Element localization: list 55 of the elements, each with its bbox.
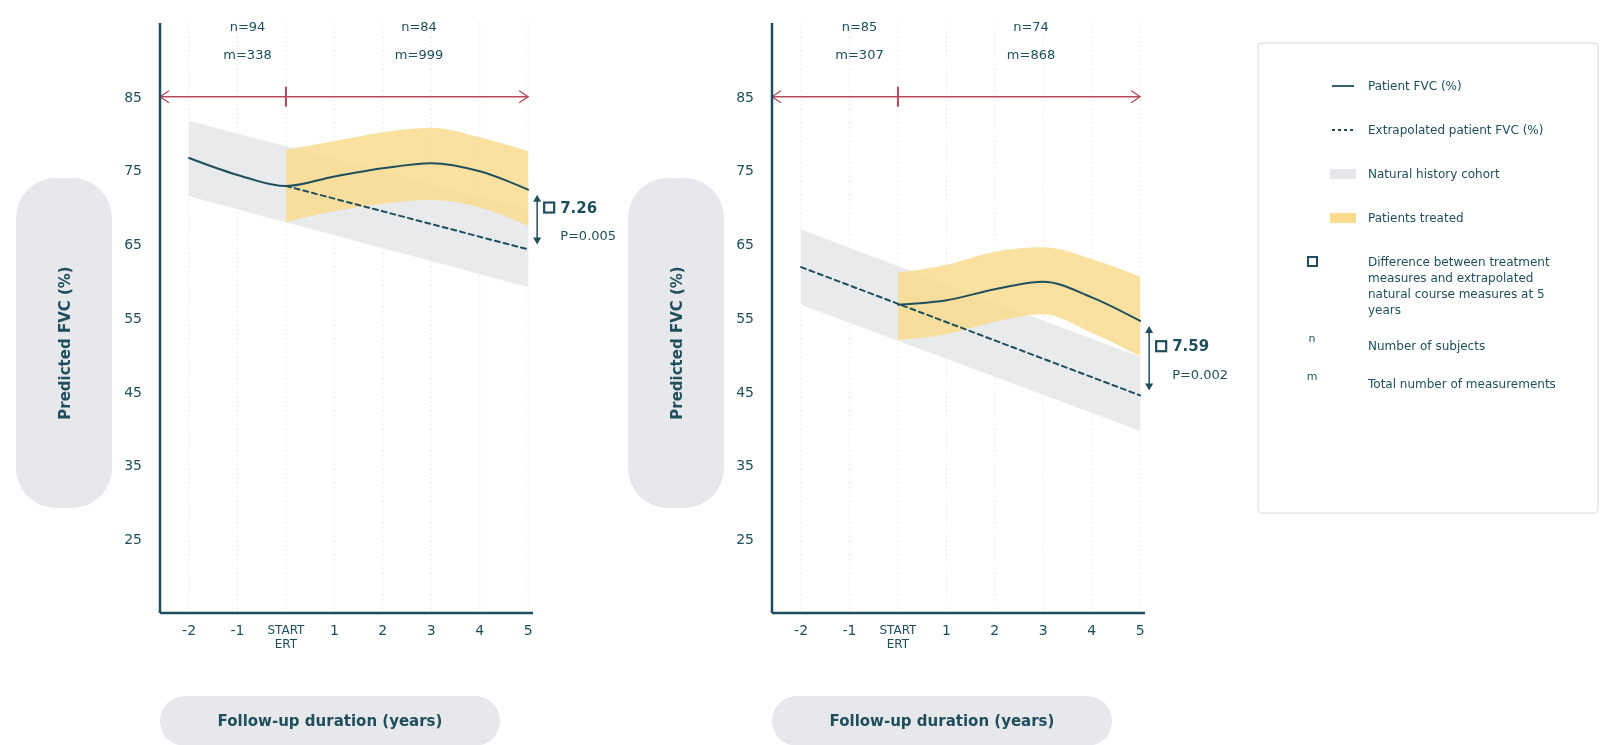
x-tick-label: 1 [941, 622, 951, 638]
y-tick-label: 45 [124, 383, 142, 400]
legend-label: Extrapolated patient FVC (%) [1368, 123, 1544, 138]
annotation: n=85 [841, 18, 878, 34]
y-tick-label: 65 [736, 236, 754, 253]
x-tick-label: -1 [230, 622, 245, 638]
y-tick-label: 45 [736, 383, 754, 400]
x-tick-label: 3 [1038, 622, 1048, 638]
x-tick-label: -2 [794, 622, 809, 638]
y-axis-title: Predicted FVC (%) [668, 266, 686, 420]
x-axis-title: Follow-up duration (years) [829, 712, 1055, 730]
y-tick-label: 85 [124, 88, 142, 105]
x-tick-label: 4 [475, 622, 485, 638]
annotation: m=307 [835, 46, 884, 62]
y-tick-label: 55 [124, 309, 142, 326]
x-tick-label: -1 [842, 622, 857, 638]
x-tick-label: 5 [1135, 622, 1145, 638]
annotation: m=338 [223, 46, 272, 62]
y-tick-label: 25 [124, 531, 142, 548]
y-tick-label: 65 [124, 236, 142, 253]
text: 7.59 [1172, 337, 1210, 356]
x-tick-label: 3 [426, 622, 436, 638]
y-tick-label: 75 [124, 162, 142, 179]
text: n [1308, 332, 1316, 345]
x-tick-label: 2 [990, 622, 1000, 638]
annotation: n=94 [229, 18, 266, 34]
text: m [1306, 370, 1318, 383]
annotation: n=84 [401, 18, 437, 34]
y-tick-label: 85 [736, 88, 754, 105]
x-tick-label: 2 [378, 622, 388, 638]
text: P=0.002 [1172, 366, 1229, 382]
legend-label: Patients treated [1368, 211, 1464, 226]
y-axis-title: Predicted FVC (%) [56, 266, 74, 420]
annotation: n=74 [1013, 18, 1049, 34]
x-tick-label: START ERT [879, 623, 918, 651]
x-axis-title: Follow-up duration (years) [217, 712, 443, 730]
x-tick-label: 4 [1087, 622, 1097, 638]
annotation: m=868 [1006, 46, 1056, 62]
y-tick-label: 35 [736, 457, 754, 474]
legend-label: Natural history cohort [1368, 167, 1500, 182]
x-tick-label: START ERT [267, 623, 306, 651]
y-tick-label: 55 [736, 309, 754, 326]
text: 7.26 [560, 198, 598, 217]
annotation: m=999 [394, 46, 444, 62]
x-tick-label: 5 [523, 622, 533, 638]
y-tick-label: 75 [736, 162, 754, 179]
x-tick-label: -2 [182, 622, 197, 638]
text: P=0.005 [560, 228, 617, 244]
y-tick-label: 25 [736, 531, 754, 548]
text: Total number of measurements [1367, 377, 1556, 392]
legend-label: Patient FVC (%) [1368, 79, 1462, 94]
x-tick-label: 1 [329, 622, 339, 638]
text: Difference between treatment measures and extrapolated natural course measures at 5 years [1368, 255, 1550, 318]
text: Number of subjects [1368, 339, 1486, 354]
y-tick-label: 35 [124, 457, 142, 474]
